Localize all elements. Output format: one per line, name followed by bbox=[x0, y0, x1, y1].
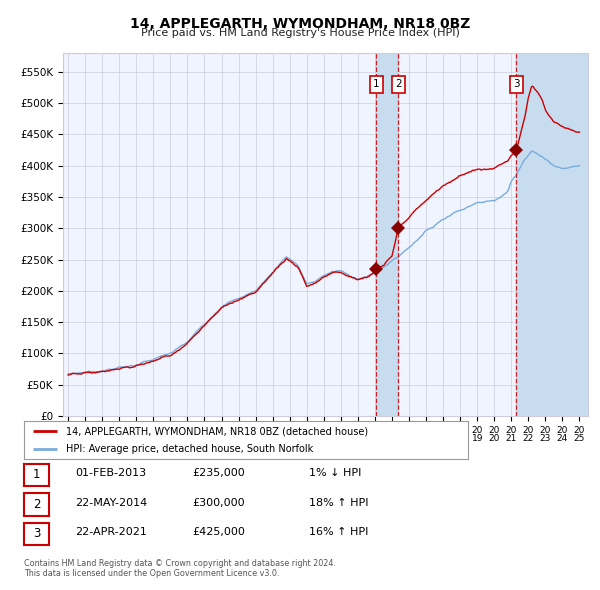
Text: 2: 2 bbox=[33, 498, 40, 511]
Text: 22-APR-2021: 22-APR-2021 bbox=[75, 527, 147, 537]
Text: £300,000: £300,000 bbox=[192, 498, 245, 507]
Text: 14, APPLEGARTH, WYMONDHAM, NR18 0BZ (detached house): 14, APPLEGARTH, WYMONDHAM, NR18 0BZ (det… bbox=[66, 426, 368, 436]
Text: 18% ↑ HPI: 18% ↑ HPI bbox=[309, 498, 368, 507]
Text: 2: 2 bbox=[395, 80, 402, 89]
Text: 3: 3 bbox=[33, 527, 40, 540]
Text: 01-FEB-2013: 01-FEB-2013 bbox=[75, 468, 146, 478]
Text: 3: 3 bbox=[513, 80, 520, 89]
Bar bbox=[376, 53, 398, 416]
Text: Contains HM Land Registry data © Crown copyright and database right 2024.: Contains HM Land Registry data © Crown c… bbox=[24, 559, 336, 568]
Text: 22-MAY-2014: 22-MAY-2014 bbox=[75, 498, 147, 507]
Text: 1: 1 bbox=[373, 80, 380, 89]
Text: HPI: Average price, detached house, South Norfolk: HPI: Average price, detached house, Sout… bbox=[66, 444, 313, 454]
Text: £425,000: £425,000 bbox=[192, 527, 245, 537]
Text: £235,000: £235,000 bbox=[192, 468, 245, 478]
Bar bbox=[517, 53, 588, 416]
Text: 1% ↓ HPI: 1% ↓ HPI bbox=[309, 468, 361, 478]
Text: Price paid vs. HM Land Registry's House Price Index (HPI): Price paid vs. HM Land Registry's House … bbox=[140, 28, 460, 38]
Text: 16% ↑ HPI: 16% ↑ HPI bbox=[309, 527, 368, 537]
Text: This data is licensed under the Open Government Licence v3.0.: This data is licensed under the Open Gov… bbox=[24, 569, 280, 578]
Text: 14, APPLEGARTH, WYMONDHAM, NR18 0BZ: 14, APPLEGARTH, WYMONDHAM, NR18 0BZ bbox=[130, 17, 470, 31]
Text: 1: 1 bbox=[33, 468, 40, 481]
